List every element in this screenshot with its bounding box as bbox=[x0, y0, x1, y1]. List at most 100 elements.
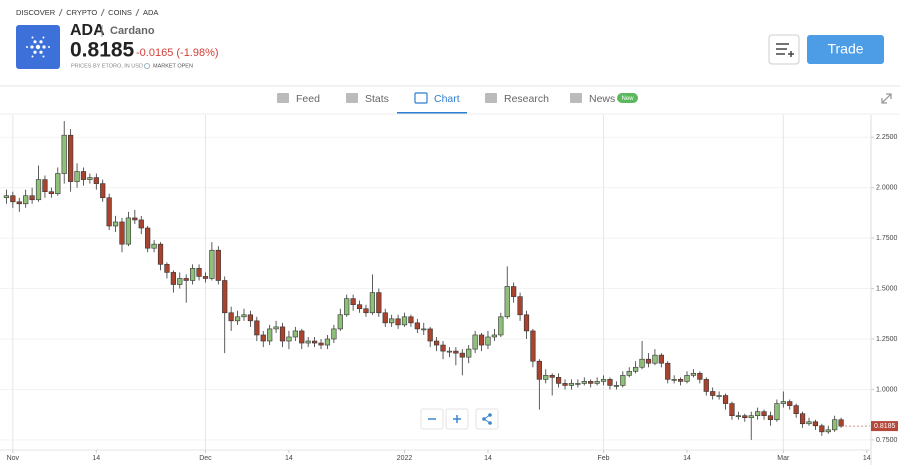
price-tag bbox=[871, 421, 898, 432]
candle-body bbox=[799, 413, 806, 425]
candle-body bbox=[671, 379, 677, 381]
candle-body bbox=[819, 425, 825, 433]
candle-body bbox=[157, 243, 164, 265]
symbol: ADA bbox=[70, 22, 105, 39]
candle-body bbox=[421, 328, 427, 331]
candle-body bbox=[125, 217, 132, 245]
candle-body bbox=[575, 383, 581, 385]
candle-body bbox=[568, 383, 575, 386]
candle-body bbox=[832, 419, 838, 431]
trade-button[interactable] bbox=[807, 35, 884, 64]
candle-body bbox=[196, 268, 202, 277]
y-tick-label: 2.2500 bbox=[876, 134, 898, 141]
candle-body bbox=[112, 221, 119, 227]
share-icon bbox=[482, 413, 492, 425]
logo-icon bbox=[26, 36, 50, 58]
trade-label: Trade bbox=[827, 41, 863, 57]
candle-body bbox=[581, 381, 587, 384]
candle-body bbox=[74, 171, 80, 182]
y-tick-label: 1.5000 bbox=[876, 285, 898, 292]
candle-body bbox=[93, 177, 99, 184]
candle-body bbox=[100, 183, 106, 199]
candle-body bbox=[312, 340, 318, 344]
candle-body bbox=[10, 195, 16, 203]
x-tick-label: Nov bbox=[7, 455, 20, 462]
candle-body bbox=[485, 336, 491, 346]
candle-body bbox=[106, 197, 112, 227]
status-icon bbox=[143, 63, 150, 70]
candle-body bbox=[356, 304, 363, 310]
tab-label[interactable]: News bbox=[589, 93, 615, 105]
chart: 0.7500 1.0000 1.2500 1.5000 1.7500 2.0000 2.25… bbox=[0, 115, 898, 465]
candle-body bbox=[729, 403, 735, 416]
tab-underline bbox=[397, 112, 467, 114]
candle-body bbox=[838, 419, 844, 427]
candle-body bbox=[286, 336, 292, 342]
breadcrumb-sep bbox=[100, 8, 105, 17]
candle-body bbox=[369, 292, 376, 314]
candle-body bbox=[87, 177, 93, 180]
candle-body bbox=[414, 322, 420, 330]
candle-body bbox=[472, 334, 478, 350]
candle-body bbox=[228, 312, 234, 322]
candle-body bbox=[812, 421, 819, 427]
candle-body bbox=[119, 221, 125, 245]
candle-body bbox=[80, 171, 87, 180]
price-change: -0.0165 (-1.98%) bbox=[136, 47, 219, 59]
tab-label[interactable]: Feed bbox=[296, 93, 320, 105]
share[interactable] bbox=[475, 408, 499, 430]
candle-body bbox=[498, 316, 504, 336]
candle-body bbox=[825, 429, 831, 433]
candle-body bbox=[594, 381, 600, 384]
tabs: Feed Stats Chart Research News New bbox=[277, 92, 638, 114]
tab-label[interactable]: Chart bbox=[434, 93, 460, 105]
candle-body bbox=[523, 314, 530, 332]
candle-body bbox=[543, 375, 549, 380]
candle-body bbox=[29, 195, 35, 201]
candle-body bbox=[305, 340, 311, 344]
candle-body bbox=[254, 320, 260, 336]
candle-body bbox=[774, 403, 780, 421]
candle-body bbox=[780, 401, 786, 404]
candle-body bbox=[395, 318, 401, 326]
candle-body bbox=[755, 411, 761, 416]
y-tick-label: 2.0000 bbox=[876, 184, 898, 191]
breadcrumb-item[interactable]: ADA bbox=[143, 8, 158, 17]
x-tick-label: Mar bbox=[777, 455, 790, 462]
candle-body bbox=[55, 173, 61, 195]
candle-body bbox=[3, 195, 10, 199]
breadcrumb-item[interactable]: DISCOVER bbox=[16, 8, 56, 17]
candle-body bbox=[761, 411, 767, 416]
tab-icon bbox=[346, 93, 358, 103]
candle-body bbox=[382, 312, 388, 324]
candle-body bbox=[247, 314, 254, 322]
candle-body bbox=[324, 338, 331, 346]
x-tick-label: 14 bbox=[863, 455, 871, 462]
candle-body bbox=[337, 314, 343, 330]
candle-body bbox=[164, 264, 170, 273]
candle-body bbox=[530, 330, 536, 362]
candle-body bbox=[787, 401, 793, 406]
expand-icon[interactable] bbox=[881, 93, 892, 104]
tab-label[interactable]: Stats bbox=[365, 93, 389, 105]
candle-body bbox=[408, 316, 414, 324]
candle-body bbox=[684, 375, 690, 382]
candle-body bbox=[511, 286, 517, 297]
breadcrumb-item[interactable]: COINS bbox=[108, 8, 132, 17]
breadcrumb-item[interactable]: CRYPTO bbox=[66, 8, 97, 17]
candle-body bbox=[222, 280, 228, 314]
candle-body bbox=[138, 219, 144, 229]
watchlist-icon bbox=[776, 43, 794, 57]
candle-body bbox=[234, 316, 241, 322]
candle-body bbox=[620, 375, 626, 386]
tab-label[interactable]: Research bbox=[504, 93, 549, 105]
asset-name: Cardano bbox=[110, 25, 155, 37]
candle-body bbox=[215, 249, 221, 281]
y-tick-label: 0.7500 bbox=[876, 437, 898, 444]
candle-body bbox=[299, 330, 305, 344]
candle-body bbox=[446, 350, 453, 353]
tab-icon bbox=[570, 93, 582, 103]
candle-body bbox=[145, 227, 151, 249]
candle-body bbox=[42, 179, 48, 192]
